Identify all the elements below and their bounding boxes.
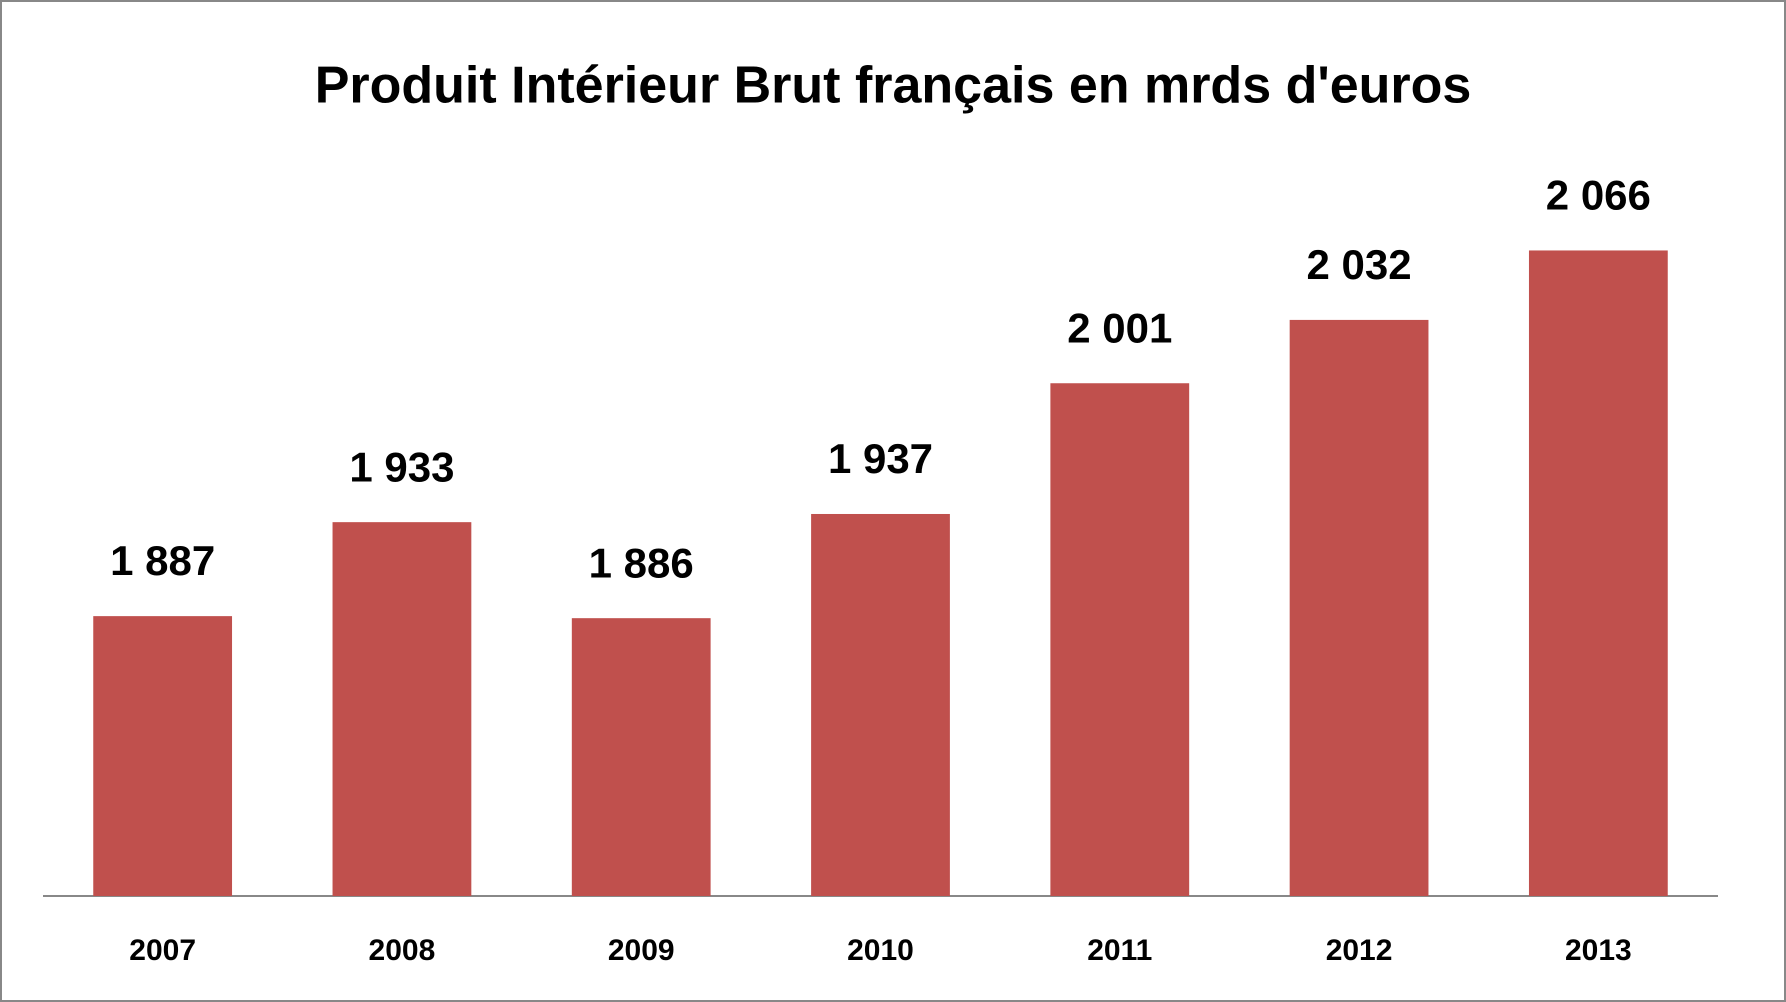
value-label: 2 032 — [1307, 241, 1412, 288]
bar — [571, 618, 711, 896]
value-label: 1 886 — [589, 539, 694, 586]
x-tick-label: 2011 — [1087, 934, 1152, 967]
x-tick-label: 2008 — [369, 934, 436, 967]
x-tick-label: 2013 — [1565, 934, 1632, 967]
bar — [1289, 319, 1429, 896]
chart-title: Produit Intérieur Brut français en mrds … — [315, 57, 1472, 115]
x-tick-label: 2009 — [608, 934, 675, 967]
bar — [93, 616, 233, 896]
value-label: 2 001 — [1067, 304, 1172, 351]
value-label: 1 933 — [349, 443, 454, 490]
x-tick-label: 2010 — [847, 934, 914, 967]
bar — [1528, 250, 1668, 896]
x-tick-label: 2012 — [1326, 934, 1393, 967]
bar — [1050, 383, 1190, 896]
value-label: 1 937 — [828, 435, 933, 482]
bar — [332, 522, 472, 896]
value-label: 1 887 — [110, 537, 215, 584]
bar — [811, 513, 950, 896]
x-tick-label: 2007 — [129, 934, 196, 967]
value-label: 2 066 — [1546, 172, 1651, 219]
